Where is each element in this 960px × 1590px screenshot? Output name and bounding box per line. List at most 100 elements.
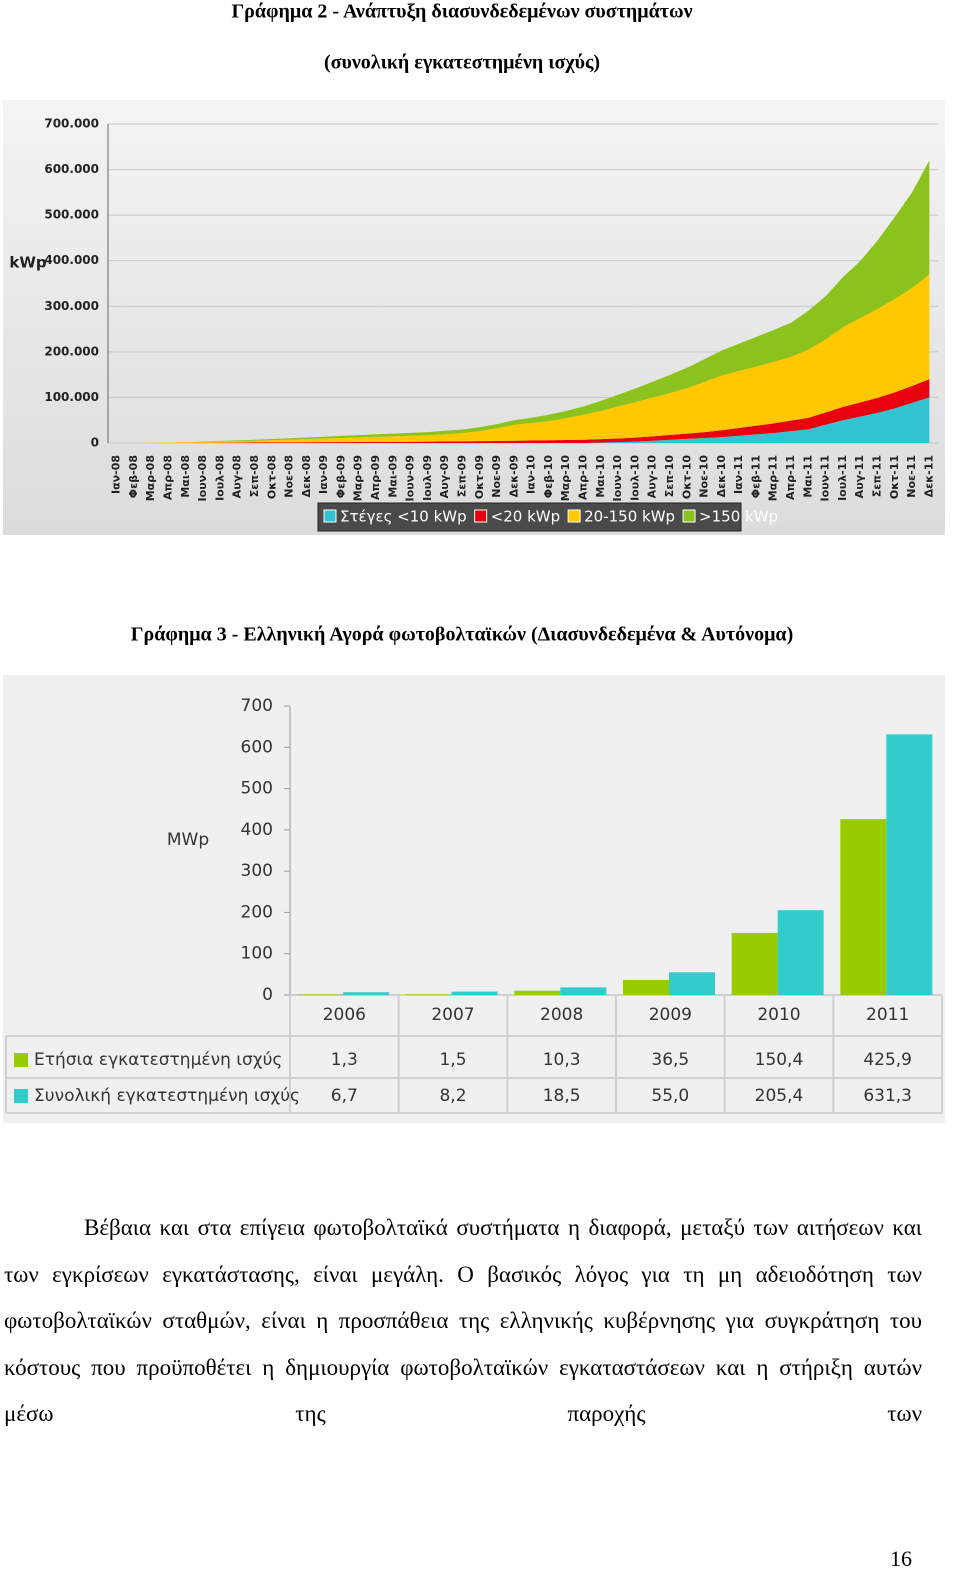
x-tick-label: Απρ-10 bbox=[577, 455, 590, 500]
bar bbox=[451, 991, 498, 995]
y-tick-label: 500 bbox=[241, 779, 273, 799]
x-tick-label: Νοε-09 bbox=[490, 455, 503, 498]
area bbox=[116, 160, 930, 443]
y-tick-label: 600.000 bbox=[44, 162, 99, 176]
table-value: 18,5 bbox=[543, 1086, 581, 1106]
y-tick-label: 300.000 bbox=[44, 299, 99, 313]
x-tick-label: Φεβ-11 bbox=[749, 455, 762, 498]
chart-title: Γράφημα 3 - Ελληνική Αγορά φωτοβολταϊκών… bbox=[131, 624, 793, 646]
table-value: 150,4 bbox=[755, 1050, 804, 1070]
x-tick-label: Σεπ-10 bbox=[663, 455, 676, 498]
x-tick-label: Φεβ-10 bbox=[542, 455, 555, 499]
x-tick-label: Ιαν-10 bbox=[525, 455, 538, 494]
x-tick-label: Ιουλ-09 bbox=[421, 455, 434, 501]
x-tick-label: Μαι-11 bbox=[801, 455, 814, 498]
table-value: 205,4 bbox=[755, 1086, 804, 1106]
x-tick-label: Δεκ-08 bbox=[300, 455, 313, 497]
legend-label: <20 kWp bbox=[491, 508, 560, 526]
x-tick-label: Ιουλ-11 bbox=[836, 455, 849, 501]
table-value: 8,2 bbox=[439, 1086, 466, 1106]
bar bbox=[343, 992, 389, 995]
x-tick-label: Αυγ-11 bbox=[853, 455, 866, 498]
x-tick-label: Ιουν-10 bbox=[611, 455, 624, 502]
legend-label: Στέγες <10 kWp bbox=[340, 508, 467, 526]
x-tick-label: Απρ-11 bbox=[784, 455, 797, 500]
area bbox=[116, 397, 930, 443]
x-tick-label: Νοε-11 bbox=[905, 455, 918, 498]
bar bbox=[405, 994, 452, 995]
y-tick-label: 100 bbox=[241, 944, 273, 964]
legend-box bbox=[317, 502, 742, 532]
x-tick-label: Οκτ-08 bbox=[265, 455, 278, 499]
y-tick-label: 200.000 bbox=[44, 344, 99, 358]
x-tick-label: Ιουν-09 bbox=[404, 455, 417, 501]
table-value: 1,3 bbox=[331, 1050, 358, 1070]
y-tick-label: 300 bbox=[241, 861, 273, 881]
bar bbox=[886, 734, 933, 995]
chart-subtitle: (συνολική εγκατεστημένη ισχύς) bbox=[324, 52, 600, 74]
x-tick-label: 2010 bbox=[757, 1005, 800, 1025]
legend-label: Ετήσια εγκατεστημένη ισχύς bbox=[34, 1050, 282, 1070]
y-axis-label: kWp bbox=[9, 254, 47, 272]
x-tick-label: Ιουλ-08 bbox=[213, 455, 226, 501]
table-value: 1,5 bbox=[439, 1050, 466, 1070]
legend-label: Συνολική εγκατεστημένη ισχύς bbox=[34, 1086, 300, 1106]
x-tick-label: 2009 bbox=[649, 1005, 692, 1025]
legend-swatch bbox=[323, 509, 337, 523]
legend-label: >150 kWp bbox=[699, 508, 778, 526]
table-value: 55,0 bbox=[651, 1086, 689, 1106]
x-tick-label: 2007 bbox=[431, 1005, 474, 1025]
x-tick-label: 2008 bbox=[540, 1005, 583, 1025]
x-tick-label: Οκτ-09 bbox=[473, 455, 486, 499]
legend-swatch bbox=[567, 509, 581, 523]
y-tick-label: 600 bbox=[241, 737, 273, 757]
x-tick-label: Σεπ-09 bbox=[455, 455, 468, 497]
page-number: 16 bbox=[890, 1546, 912, 1571]
y-tick-label: 400 bbox=[241, 820, 273, 840]
paragraph: Βέβαια και στα επίγεια φωτοβολταϊκά συστ… bbox=[4, 1215, 922, 1426]
x-tick-label: Αυγ-08 bbox=[231, 455, 244, 498]
x-tick-label: Νοε-10 bbox=[698, 455, 711, 498]
y-tick-label: 700.000 bbox=[44, 117, 99, 131]
bar bbox=[514, 990, 561, 995]
x-tick-label: Μαρ-09 bbox=[352, 455, 365, 501]
x-tick-label: Μαι-08 bbox=[179, 455, 192, 498]
table-value: 6,7 bbox=[331, 1086, 358, 1106]
x-tick-label: Δεκ-11 bbox=[922, 455, 935, 497]
x-tick-label: Αυγ-09 bbox=[438, 455, 451, 498]
x-tick-label: Αυγ-10 bbox=[646, 455, 659, 499]
x-tick-label: 2006 bbox=[323, 1005, 366, 1025]
x-tick-label: Δεκ-10 bbox=[715, 455, 728, 498]
chart-title: Γράφημα 2 - Ανάπτυξη διασυνδεδεμένων συσ… bbox=[231, 1, 692, 23]
x-tick-label: 2011 bbox=[866, 1005, 909, 1025]
bar bbox=[623, 979, 669, 995]
bar bbox=[560, 987, 607, 995]
y-tick-label: 200 bbox=[241, 902, 273, 922]
x-tick-label: Φεβ-09 bbox=[334, 455, 347, 498]
y-tick-label: 100.000 bbox=[44, 390, 99, 404]
x-tick-label: Μαι-10 bbox=[594, 455, 607, 498]
table-value: 425,9 bbox=[863, 1050, 912, 1070]
chart-background bbox=[3, 100, 945, 535]
x-tick-label: Σεπ-08 bbox=[248, 455, 261, 497]
x-tick-label: Νοε-08 bbox=[283, 455, 296, 498]
x-tick-label: Ιουν-08 bbox=[196, 455, 209, 501]
x-tick-label: Ιουλ-10 bbox=[628, 455, 641, 501]
bar bbox=[731, 932, 778, 995]
x-tick-label: Ιουν-11 bbox=[819, 455, 832, 501]
x-tick-label: Ιαν-09 bbox=[317, 455, 330, 494]
area bbox=[116, 274, 930, 443]
x-tick-label: Δεκ-09 bbox=[507, 455, 520, 497]
chart-background bbox=[3, 675, 945, 1123]
y-axis-label: MWp bbox=[167, 830, 209, 850]
x-tick-label: Απρ-09 bbox=[369, 455, 382, 500]
legend-swatch bbox=[474, 509, 488, 523]
table-value: 10,3 bbox=[543, 1050, 581, 1070]
y-tick-label: 0 bbox=[91, 436, 99, 450]
x-tick-label: Μαρ-11 bbox=[767, 455, 780, 501]
x-tick-label: Οκτ-11 bbox=[888, 455, 901, 499]
table-value: 631,3 bbox=[863, 1086, 912, 1106]
bar bbox=[669, 972, 715, 995]
